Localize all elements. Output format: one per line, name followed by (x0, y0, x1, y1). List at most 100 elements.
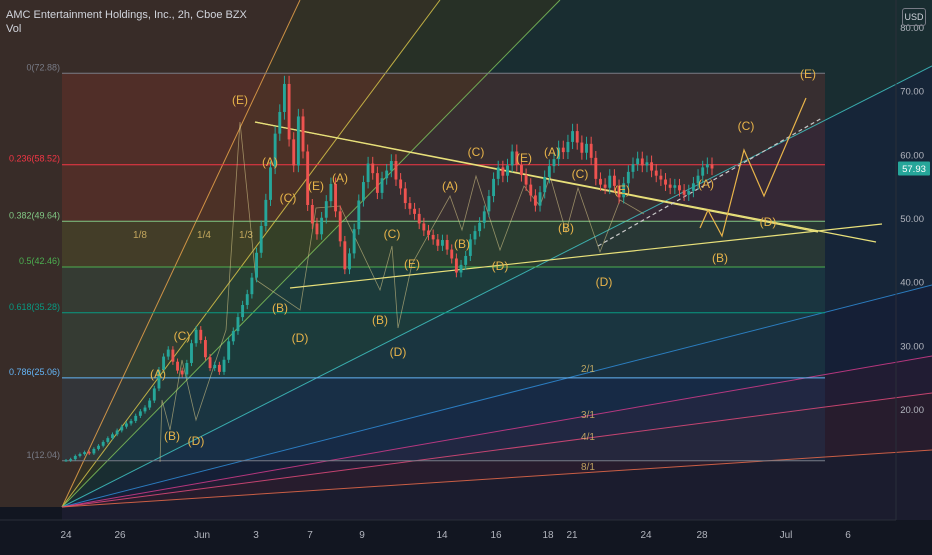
candle (612, 169, 616, 193)
candle-body (73, 455, 77, 460)
candle-body (92, 448, 96, 454)
candle (380, 171, 384, 200)
fib-level-label: 0(72.88) (26, 62, 60, 72)
candle-body (111, 434, 114, 439)
price-tick-label: 20.00 (900, 405, 924, 416)
candle-body (157, 369, 161, 389)
candle-body (162, 356, 166, 370)
candle-body (557, 147, 561, 160)
wave-label: (E) (800, 67, 816, 81)
candle (343, 235, 347, 275)
candle (441, 234, 444, 252)
fib-level-label: 0.382(49.64) (9, 210, 60, 220)
candle (269, 160, 272, 206)
candle (371, 156, 375, 180)
currency-badge[interactable]: USD (902, 8, 926, 26)
gann-zone (62, 450, 932, 520)
candle-body (371, 163, 375, 174)
trend-line (289, 223, 883, 289)
fib-band (62, 267, 825, 313)
candle (250, 272, 254, 299)
candle (524, 168, 528, 191)
candle-body (696, 175, 700, 184)
candle-body (659, 175, 663, 180)
price-tick-label: 40.00 (900, 278, 924, 289)
candle (324, 195, 328, 224)
candle (245, 289, 249, 310)
volume-indicator-label[interactable]: Vol (6, 23, 22, 35)
candle-body (682, 190, 686, 195)
candle-body (208, 357, 212, 369)
time-tick-label: 6 (845, 530, 851, 541)
gann-fan-lines: 1/8 1/4 1/3 2/1 3/1 4/1 8/1 (61, 0, 932, 508)
candle (538, 186, 542, 212)
candle-body (538, 192, 542, 206)
wave-label: (D) (596, 275, 613, 289)
candle (403, 182, 407, 210)
candle-body (417, 213, 421, 224)
candle-body (138, 411, 142, 416)
gann-fan-label: 1/3 (239, 230, 253, 241)
candle (83, 450, 87, 456)
candle (185, 359, 189, 378)
time-tick-label: Jun (194, 530, 210, 541)
fib-level-label: 0.236(58.52) (9, 154, 60, 164)
candle (97, 444, 100, 451)
candle-body (124, 423, 128, 427)
candle (394, 154, 398, 186)
candle (510, 144, 514, 173)
time-tick-label: Jul (780, 530, 793, 541)
candle (585, 136, 588, 160)
candle (106, 436, 110, 444)
candle-body (612, 175, 616, 186)
candle-body (389, 161, 393, 171)
candle (273, 126, 277, 175)
gann-fan-label: 3/1 (581, 410, 595, 421)
candle (180, 367, 184, 378)
candle-body (664, 179, 667, 185)
wave-label: (B) (558, 221, 574, 235)
gann-fan-line (61, 65, 932, 508)
candle (301, 108, 305, 159)
candle (138, 409, 142, 419)
wave-label: (A) (262, 155, 278, 169)
fib-level-label: 0.618(35.28) (9, 302, 60, 312)
candle (654, 163, 658, 183)
candle (464, 250, 468, 270)
candle-body (380, 178, 384, 193)
candle-body (245, 294, 249, 305)
candle (306, 144, 310, 211)
candle-body (640, 158, 644, 166)
candle-body (408, 203, 412, 209)
wave-label: (C) (384, 227, 401, 241)
candle (496, 160, 500, 186)
candle (696, 169, 700, 190)
candle-body (394, 161, 398, 180)
wave-label: (E) (614, 183, 630, 197)
candle (389, 154, 393, 178)
time-tick-label: 24 (60, 530, 72, 541)
time-tick-label: 26 (114, 530, 126, 541)
price-tick-label: 30.00 (900, 341, 924, 352)
candle-body (478, 222, 482, 232)
candle (213, 361, 217, 372)
candle (199, 326, 203, 344)
wave-label: (E) (516, 151, 532, 165)
candle (194, 326, 198, 347)
candle (399, 173, 403, 195)
candle (599, 172, 602, 191)
candle (148, 398, 152, 410)
wave-label: (D) (188, 434, 205, 448)
candle (436, 234, 440, 252)
candle (454, 253, 458, 278)
candle (152, 385, 156, 404)
candlestick-series (64, 75, 714, 462)
candle-body (552, 159, 556, 167)
fib-band (62, 164, 825, 222)
candle-body (269, 167, 272, 200)
candle-body (678, 185, 681, 191)
current-price-label: 57.93 (902, 164, 926, 175)
fib-band (62, 312, 825, 378)
